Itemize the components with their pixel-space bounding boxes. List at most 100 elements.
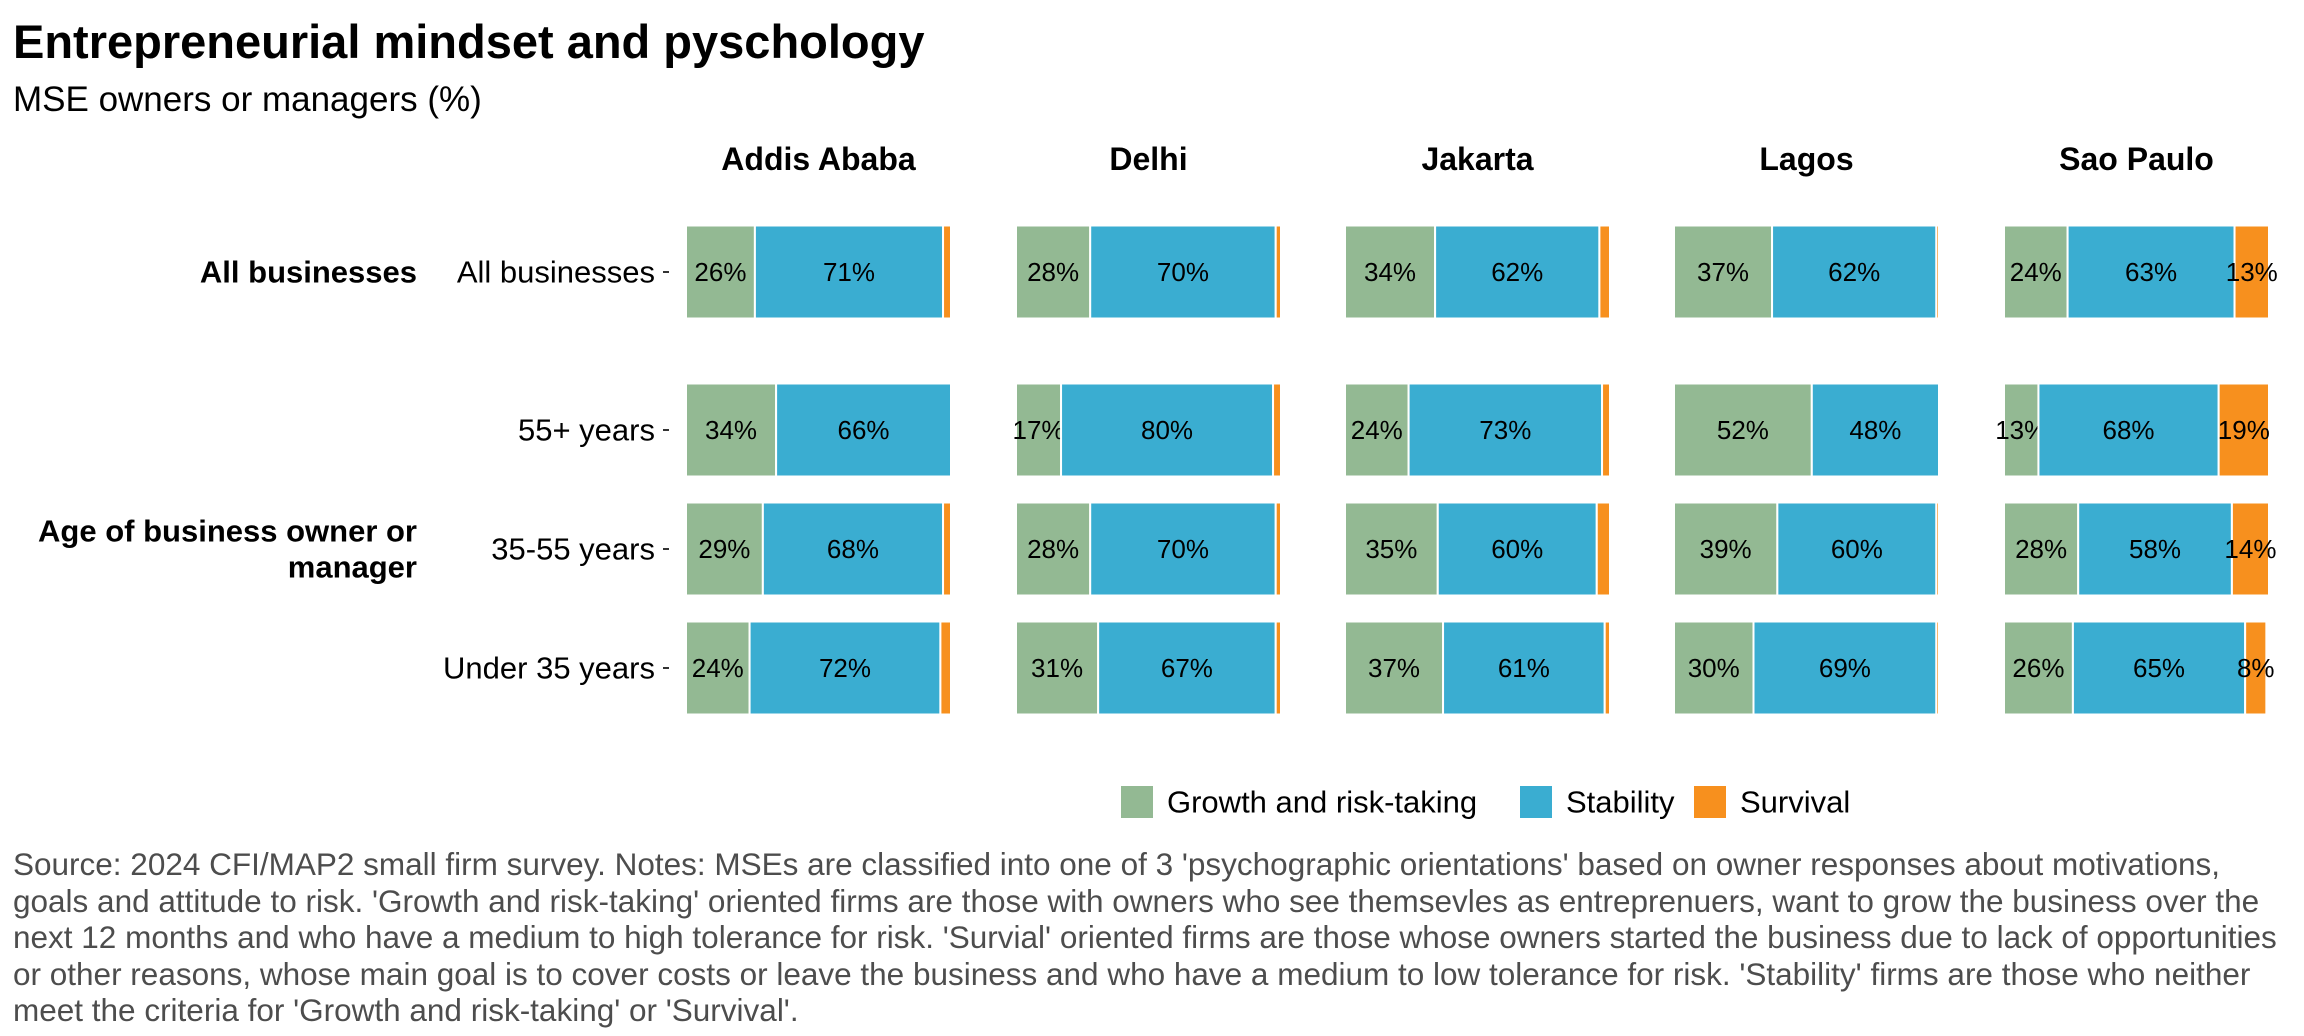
bar-jakarta-under-35-years-stability [1442, 620, 1606, 716]
bar-lagos-under-35-years-survival [1935, 620, 1940, 716]
bar-addis-ababa-35-55-years-survival [942, 501, 952, 597]
bar-delhi-35-55-years-stability [1089, 501, 1277, 597]
data-label-delhi-all-businesses-growth-and-risk-taking: 28% [1027, 257, 1079, 287]
data-label-delhi-55-years-growth-and-risk-taking: 17% [1013, 415, 1065, 445]
facet-title-addis-ababa: Addis Ababa [721, 141, 916, 177]
bar-delhi-under-35-years-stability [1097, 620, 1277, 716]
bar-addis-ababa-all-businesses-stability [753, 224, 945, 320]
bar-delhi-under-35-years-growth-and-risk-taking [1015, 620, 1100, 716]
data-label-delhi-under-35-years-stability: 67% [1161, 653, 1213, 683]
legend-swatch-survival [1694, 786, 1726, 818]
bar-jakarta-all-businesses-growth-and-risk-taking [1344, 224, 1437, 320]
y-tick-label-all-businesses: All businesses [457, 255, 655, 290]
bar-addis-ababa-under-35-years-survival [939, 620, 953, 716]
data-label-lagos-all-businesses-growth-and-risk-taking: 37% [1697, 257, 1749, 287]
data-label-lagos-all-businesses-stability: 62% [1828, 257, 1880, 287]
data-label-sao-paulo-55-years-stability: 68% [2103, 415, 2155, 445]
chart-title: Entrepreneurial mindset and pyschology [13, 15, 924, 68]
bar-jakarta-55-years-survival [1601, 382, 1612, 478]
facet-title-delhi: Delhi [1109, 141, 1187, 177]
data-label-delhi-under-35-years-growth-and-risk-taking: 31% [1031, 653, 1083, 683]
data-label-addis-ababa-35-55-years-stability: 68% [827, 534, 879, 564]
data-label-lagos-55-years-growth-and-risk-taking: 52% [1717, 415, 1769, 445]
data-label-addis-ababa-under-35-years-growth-and-risk-taking: 24% [692, 653, 744, 683]
legend-label-stability: Stability [1566, 785, 1675, 820]
bar-jakarta-35-55-years-growth-and-risk-taking [1344, 501, 1439, 597]
bar-jakarta-35-55-years-stability [1436, 501, 1598, 597]
data-label-jakarta-all-businesses-growth-and-risk-taking: 34% [1364, 257, 1416, 287]
bar-sao-paulo-35-55-years-survival [2230, 501, 2270, 597]
data-label-lagos-35-55-years-stability: 60% [1831, 534, 1883, 564]
data-label-delhi-35-55-years-stability: 70% [1157, 534, 1209, 564]
data-label-sao-paulo-under-35-years-survival: 8% [2237, 653, 2275, 683]
bar-delhi-under-35-years-survival [1274, 620, 1282, 716]
bar-lagos-all-businesses-stability [1771, 224, 1938, 320]
bar-sao-paulo-55-years-survival [2217, 382, 2270, 478]
bar-sao-paulo-55-years-growth-and-risk-taking [2003, 382, 2040, 478]
bar-delhi-55-years-stability [1060, 382, 1275, 478]
bar-lagos-35-55-years-survival [1935, 501, 1940, 597]
bar-jakarta-under-35-years-growth-and-risk-taking [1344, 620, 1445, 716]
bar-addis-ababa-35-55-years-stability [761, 501, 945, 597]
data-label-sao-paulo-35-55-years-survival: 14% [2224, 534, 2276, 564]
facet-title-jakarta: Jakarta [1421, 141, 1533, 177]
legend-label-growth-and-risk-taking: Growth and risk-taking [1167, 785, 1477, 820]
bar-delhi-all-businesses-stability [1089, 224, 1277, 320]
data-label-sao-paulo-55-years-survival: 19% [2218, 415, 2270, 445]
bar-lagos-under-35-years-growth-and-risk-taking [1673, 620, 1755, 716]
bar-lagos-55-years-growth-and-risk-taking [1673, 382, 1813, 478]
data-label-lagos-55-years-stability: 48% [1849, 415, 1901, 445]
bar-addis-ababa-55-years-growth-and-risk-taking [685, 382, 778, 478]
data-label-lagos-35-55-years-growth-and-risk-taking: 39% [1700, 534, 1752, 564]
data-label-lagos-under-35-years-growth-and-risk-taking: 30% [1688, 653, 1740, 683]
bar-sao-paulo-55-years-stability [2037, 382, 2220, 478]
bar-lagos-55-years-stability [1810, 382, 1941, 478]
data-label-sao-paulo-35-55-years-growth-and-risk-taking: 28% [2015, 534, 2067, 564]
bar-jakarta-55-years-stability [1407, 382, 1604, 478]
bar-addis-ababa-all-businesses-survival [942, 224, 952, 320]
data-label-addis-ababa-35-55-years-growth-and-risk-taking: 29% [698, 534, 750, 564]
legend-swatch-stability [1520, 786, 1552, 818]
bar-lagos-all-businesses-survival [1935, 224, 1940, 320]
data-label-addis-ababa-55-years-stability: 66% [838, 415, 890, 445]
data-label-jakarta-under-35-years-stability: 61% [1498, 653, 1550, 683]
data-label-addis-ababa-all-businesses-growth-and-risk-taking: 26% [694, 257, 746, 287]
bar-delhi-35-55-years-growth-and-risk-taking [1015, 501, 1092, 597]
data-label-jakarta-under-35-years-growth-and-risk-taking: 37% [1368, 653, 1420, 683]
legend-swatch-growth-and-risk-taking [1121, 786, 1153, 818]
legend-label-survival: Survival [1740, 785, 1850, 820]
bar-sao-paulo-all-businesses-growth-and-risk-taking [2003, 224, 2069, 320]
bar-sao-paulo-35-55-years-stability [2077, 501, 2233, 597]
data-label-addis-ababa-55-years-growth-and-risk-taking: 34% [705, 415, 757, 445]
bar-delhi-35-55-years-survival [1274, 501, 1282, 597]
data-label-jakarta-55-years-growth-and-risk-taking: 24% [1351, 415, 1403, 445]
data-label-sao-paulo-under-35-years-growth-and-risk-taking: 26% [2012, 653, 2064, 683]
bar-delhi-all-businesses-survival [1274, 224, 1282, 320]
data-label-delhi-55-years-stability: 80% [1141, 415, 1193, 445]
bar-lagos-35-55-years-stability [1776, 501, 1938, 597]
bar-lagos-all-businesses-growth-and-risk-taking [1673, 224, 1774, 320]
bar-delhi-all-businesses-growth-and-risk-taking [1015, 224, 1092, 320]
data-label-jakarta-35-55-years-stability: 60% [1491, 534, 1543, 564]
bar-jakarta-all-businesses-survival [1598, 224, 1612, 320]
data-label-jakarta-55-years-stability: 73% [1479, 415, 1531, 445]
y-tick-label-55-years: 55+ years [518, 413, 655, 448]
data-label-sao-paulo-35-55-years-stability: 58% [2129, 534, 2181, 564]
bar-addis-ababa-under-35-years-stability [748, 620, 942, 716]
bar-jakarta-35-55-years-survival [1595, 501, 1611, 597]
bar-sao-paulo-all-businesses-survival [2233, 224, 2271, 320]
data-label-addis-ababa-all-businesses-stability: 71% [823, 257, 875, 287]
data-label-sao-paulo-all-businesses-growth-and-risk-taking: 24% [2010, 257, 2062, 287]
data-label-jakarta-all-businesses-stability: 62% [1491, 257, 1543, 287]
y-tick-label-under-35-years: Under 35 years [443, 651, 655, 686]
data-label-sao-paulo-under-35-years-stability: 65% [2133, 653, 2185, 683]
plot-area: Addis Ababa Delhi Jakarta Lagos Sao Paulo All… [38, 141, 2278, 716]
bar-sao-paulo-under-35-years-growth-and-risk-taking [2003, 620, 2074, 716]
group-label-all-businesses: All businesses [200, 255, 417, 290]
bar-sao-paulo-all-businesses-stability [2066, 224, 2236, 320]
bar-addis-ababa-under-35-years-growth-and-risk-taking [685, 620, 751, 716]
data-label-jakarta-35-55-years-growth-and-risk-taking: 35% [1365, 534, 1417, 564]
bar-addis-ababa-55-years-stability [775, 382, 952, 478]
legend: Growth and risk-taking Stability Survival [1121, 785, 1850, 820]
bar-sao-paulo-under-35-years-survival [2244, 620, 2268, 716]
